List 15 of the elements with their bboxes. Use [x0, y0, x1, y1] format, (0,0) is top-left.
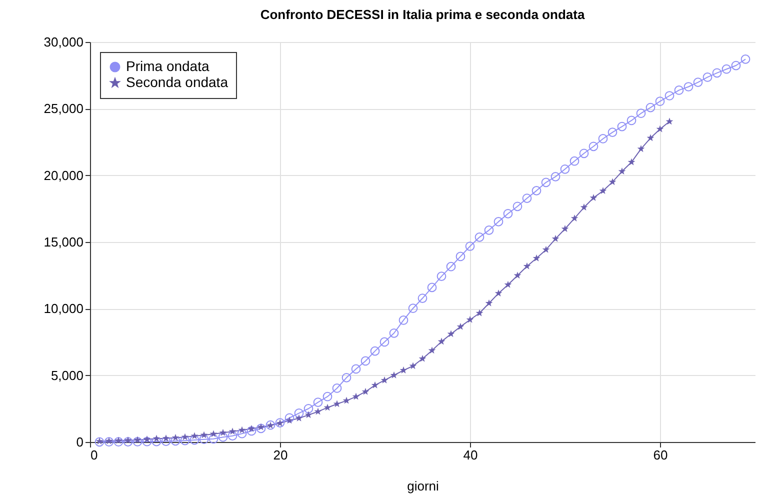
y-tick-label: 15,000: [44, 234, 84, 250]
x-tick-label: 40: [463, 448, 478, 462]
legend-label: Seconda ondata: [126, 74, 228, 90]
y-tick-label: 5,000: [50, 368, 84, 383]
y-tick-label: 25,000: [44, 101, 84, 116]
y-tick-label: 20,000: [44, 168, 84, 183]
x-tick-label: 0: [90, 448, 98, 462]
x-tick-label: 60: [653, 448, 668, 462]
x-axis-title: giorni: [407, 478, 440, 494]
chart-title: Confronto DECESSI in Italia prima e seconda ondata: [260, 7, 586, 22]
y-tick-label: 0: [76, 434, 84, 450]
x-tick-label: 20: [273, 448, 288, 462]
legend-label: Prima ondata: [126, 58, 210, 74]
y-tick-label: 10,000: [44, 301, 84, 316]
y-tick-label: 30,000: [44, 34, 84, 50]
